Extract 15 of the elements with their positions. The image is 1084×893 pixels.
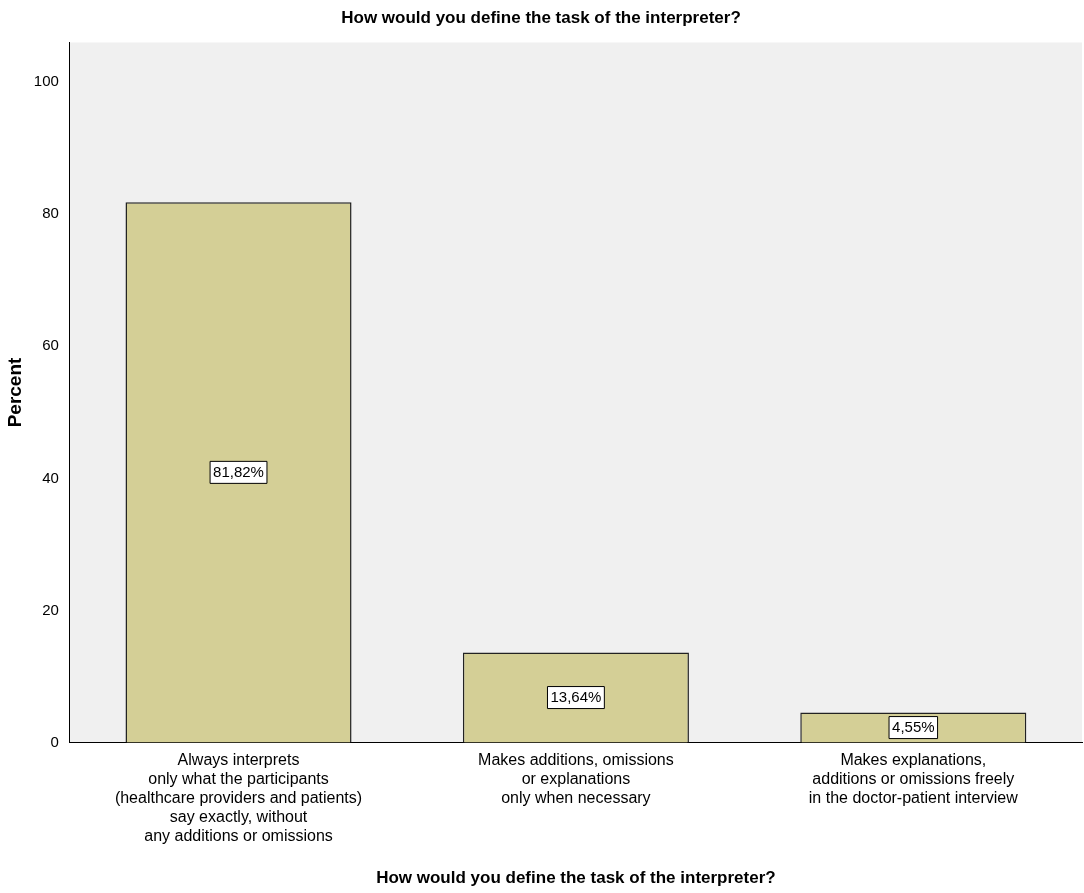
- x-tick-label: Makes explanations, additions or omissions freely in the doctor-patient interview: [808, 750, 1019, 807]
- y-tick-label: 60: [42, 336, 59, 354]
- y-tick-label: 100: [33, 72, 59, 90]
- y-tick-label: 0: [50, 732, 59, 750]
- y-tick-label: 80: [42, 204, 59, 222]
- x-tick-label: Makes additions, omissions or explanations only when necessary: [478, 750, 674, 807]
- y-tick-label: 20: [42, 600, 59, 618]
- chart-title: How would you define the task of the interpreter?: [341, 7, 741, 27]
- data-label: 81,82%: [213, 462, 264, 480]
- x-tick-label: Always interprets only what the participants (healthcare providers and patients) say exactly, without any additions or omissions: [114, 750, 363, 845]
- x-axis-title: How would you define the task of the interpreter?: [376, 868, 776, 888]
- data-label: 13,64%: [550, 687, 602, 705]
- data-label: 4,55%: [892, 717, 935, 735]
- y-axis-title: Percent: [3, 356, 25, 428]
- y-tick-label: 40: [42, 468, 59, 486]
